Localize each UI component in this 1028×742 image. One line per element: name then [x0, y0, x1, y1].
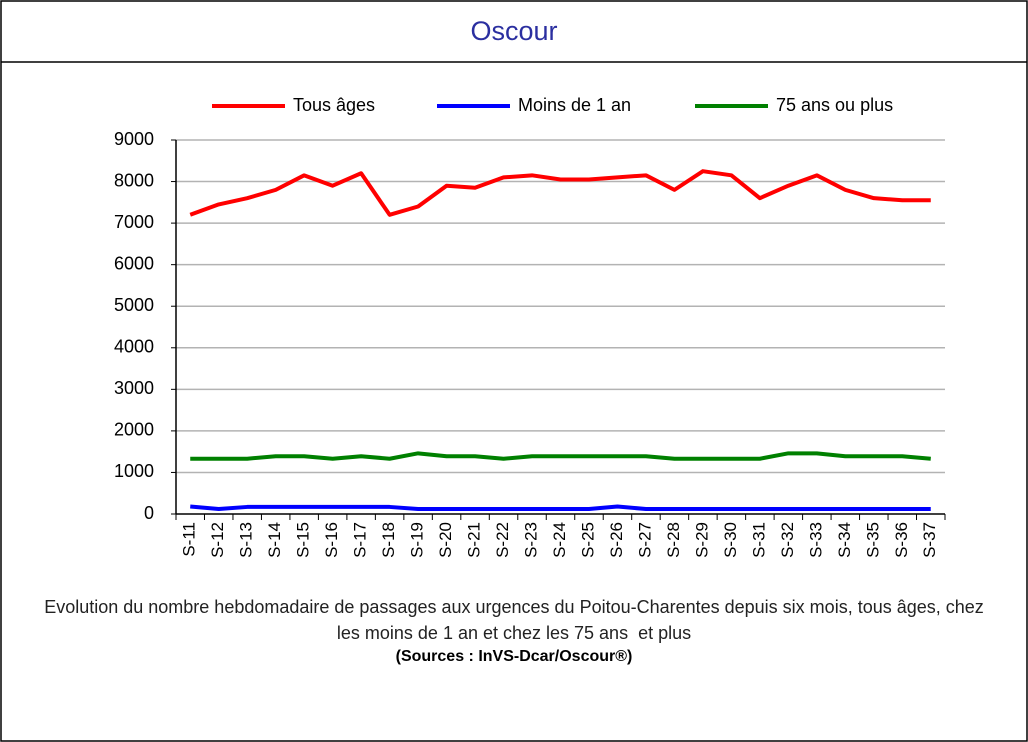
y-tick-label: 0 [144, 503, 154, 523]
y-tick-label: 2000 [114, 420, 154, 440]
x-tick-label: S-16 [322, 522, 341, 558]
y-tick-label: 3000 [114, 378, 154, 398]
legend-label: Moins de 1 an [518, 95, 631, 115]
x-tick-label: S-37 [920, 522, 939, 558]
x-tick-label: S-26 [607, 522, 626, 558]
x-tick-label: S-33 [806, 522, 825, 558]
legend-label: 75 ans ou plus [776, 95, 893, 115]
legend-label: Tous âges [293, 95, 375, 115]
y-tick-label: 4000 [114, 337, 154, 357]
x-tick-label: S-19 [408, 522, 427, 558]
x-tick-label: S-31 [749, 522, 768, 558]
x-tick-label: S-17 [351, 522, 370, 558]
series-line [190, 451, 931, 461]
y-tick-label: 1000 [114, 461, 154, 481]
x-tick-label: S-30 [721, 522, 740, 558]
panel-title: Oscour [470, 16, 557, 46]
x-tick-label: S-23 [522, 522, 541, 558]
x-tick-label: S-18 [379, 522, 398, 558]
series-line [190, 504, 931, 512]
x-tick-label: S-14 [265, 522, 284, 558]
caption: Evolution du nombre hebdomadaire de pass… [44, 597, 989, 643]
y-tick-label: 9000 [114, 129, 154, 149]
x-tick-label: S-15 [294, 522, 313, 558]
x-tick-label: S-21 [465, 522, 484, 558]
y-tick-label: 5000 [114, 295, 154, 315]
x-tick-label: S-34 [835, 522, 854, 558]
y-tick-label: 8000 [114, 170, 154, 190]
x-tick-label: S-28 [664, 522, 683, 558]
series-line [189, 169, 931, 217]
y-tick-label: 7000 [114, 212, 154, 232]
x-tick-label: S-27 [635, 522, 654, 558]
x-tick-label: S-36 [892, 522, 911, 558]
x-tick-label: S-24 [550, 522, 569, 558]
x-tick-label: S-35 [863, 522, 882, 558]
x-tick-label: S-12 [208, 522, 227, 558]
x-tick-label: S-32 [778, 522, 797, 558]
x-tick-label: S-25 [578, 522, 597, 558]
y-tick-label: 6000 [114, 253, 154, 273]
source: (Sources : InVS-Dcar/Oscour®) [395, 648, 633, 665]
x-tick-label: S-20 [436, 522, 455, 558]
x-tick-label: S-13 [237, 522, 256, 558]
x-tick-label: S-29 [692, 522, 711, 558]
x-tick-label: S-11 [180, 522, 199, 557]
x-tick-label: S-22 [493, 522, 512, 558]
